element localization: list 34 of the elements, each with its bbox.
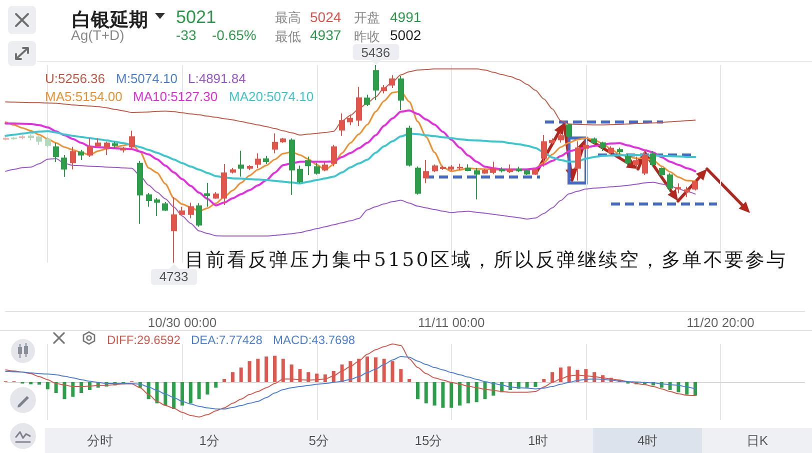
text: 白银延期 xyxy=(72,9,148,31)
text: MA10:5127.30 xyxy=(133,88,218,104)
annotation: 5436 xyxy=(361,44,390,60)
text: 1时 xyxy=(528,433,548,448)
x-tick-label: 11/20 20:00 xyxy=(686,315,754,330)
text: 最低 xyxy=(275,28,301,46)
text: DIFF:29.6592 xyxy=(107,333,180,347)
text: DEA:7.77428 xyxy=(191,333,262,347)
series-label: U:5256.36 xyxy=(45,70,105,86)
text: -0.65% xyxy=(212,27,256,43)
text: -33 xyxy=(176,27,196,43)
text: 15分 xyxy=(414,433,442,448)
text: 4时 xyxy=(638,433,658,448)
text: MA5:5154.00 xyxy=(45,88,122,104)
text: 5024 xyxy=(310,8,342,24)
text: 开盘 xyxy=(354,9,380,27)
annotation: 目前看反弹压力集中5150区域，所以反弹继续空，多单不要参与 xyxy=(185,248,788,272)
annotation: M:5074.10 xyxy=(116,70,178,86)
text: 1分 xyxy=(199,433,220,448)
text: 4937 xyxy=(310,27,342,43)
text: 5分 xyxy=(308,433,330,448)
x-tick-label: 11/11 00:00 xyxy=(418,315,485,330)
text: 昨收 xyxy=(354,28,380,46)
text: 4991 xyxy=(390,8,422,24)
x-tick-label: 10/30 00:00 xyxy=(148,315,217,330)
annotation: 4733 xyxy=(159,269,188,284)
text: 最高 xyxy=(275,9,301,27)
text: 分时 xyxy=(86,433,113,448)
text: 5021 xyxy=(176,7,216,28)
text: 日K xyxy=(746,433,768,448)
text: L:4891.84 xyxy=(188,70,246,86)
annotation: MACD:43.7698 xyxy=(273,333,356,347)
text: MA20:5074.10 xyxy=(229,88,314,104)
text: 5002 xyxy=(390,27,422,43)
